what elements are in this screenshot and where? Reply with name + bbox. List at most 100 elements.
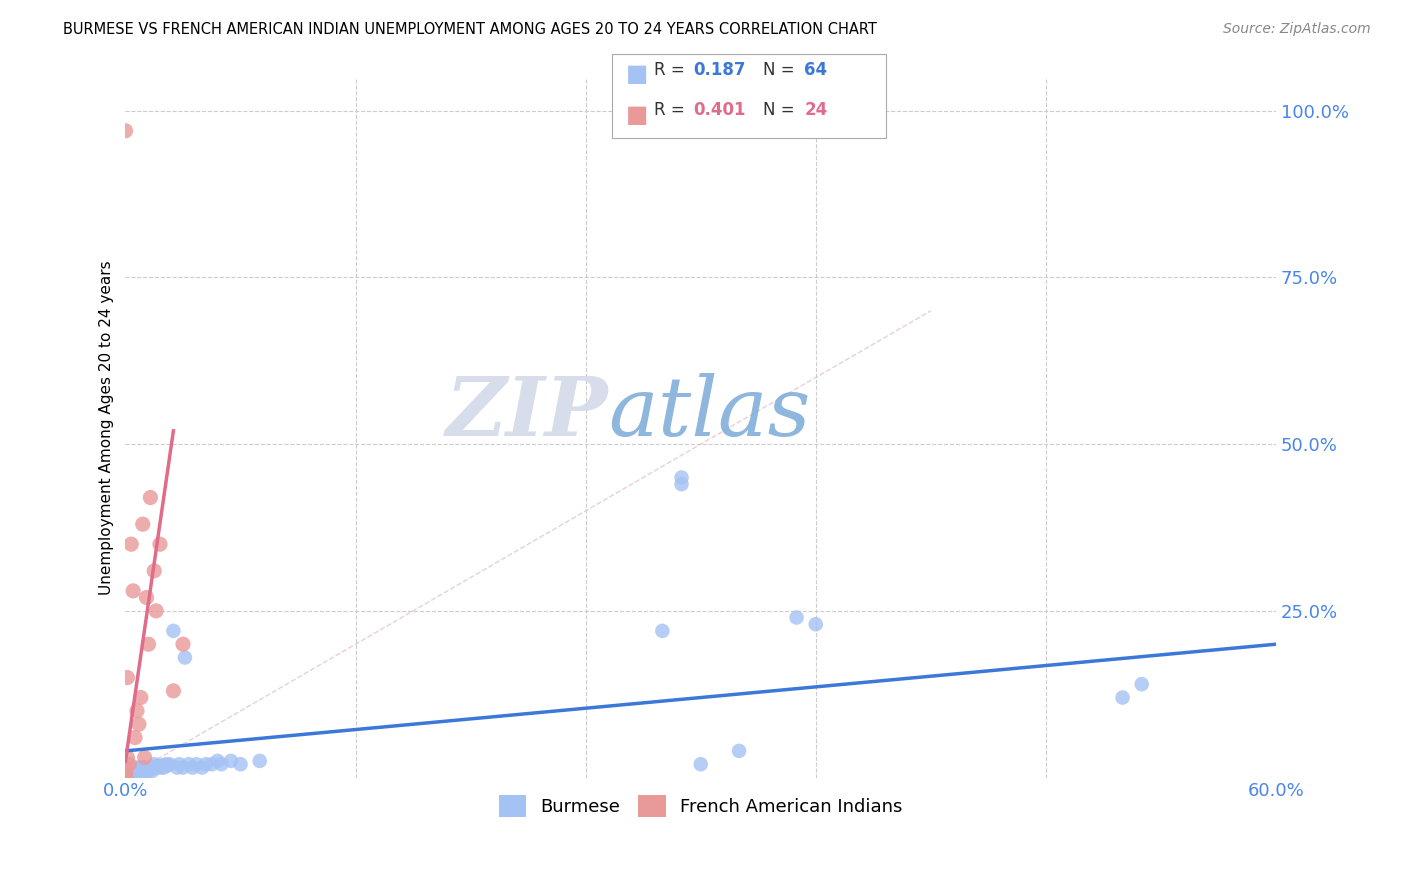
Point — [174, 650, 197, 665]
Point — [129, 763, 152, 777]
Point — [155, 757, 177, 772]
Text: ■: ■ — [626, 103, 648, 127]
Point — [134, 765, 156, 780]
Point — [149, 537, 172, 551]
Point — [132, 765, 155, 780]
Point — [249, 754, 271, 768]
Point — [135, 591, 157, 605]
Point — [186, 757, 208, 772]
Point — [671, 477, 693, 491]
Point — [143, 757, 166, 772]
Point — [114, 124, 136, 138]
Point — [117, 671, 139, 685]
Point — [128, 717, 150, 731]
Point — [117, 764, 139, 778]
Point — [122, 767, 145, 781]
Point — [122, 583, 145, 598]
Point — [138, 637, 160, 651]
Point — [135, 763, 157, 777]
Point — [159, 757, 181, 772]
Text: ■: ■ — [626, 62, 648, 87]
Point — [209, 757, 232, 772]
Text: 0.187: 0.187 — [693, 61, 745, 78]
Point — [651, 624, 673, 638]
Point — [114, 765, 136, 780]
Legend: Burmese, French American Indians: Burmese, French American Indians — [492, 788, 910, 824]
Point — [1111, 690, 1133, 705]
Point — [139, 491, 162, 505]
Point — [114, 767, 136, 781]
Text: R =: R = — [654, 101, 690, 119]
Text: 24: 24 — [804, 101, 828, 119]
Y-axis label: Unemployment Among Ages 20 to 24 years: Unemployment Among Ages 20 to 24 years — [100, 260, 114, 595]
Point — [128, 765, 150, 780]
Point — [143, 760, 166, 774]
Point — [207, 754, 229, 768]
Point — [219, 754, 242, 768]
Point — [124, 767, 146, 781]
Text: ZIP: ZIP — [446, 374, 609, 453]
Point — [156, 758, 179, 772]
Point — [149, 760, 172, 774]
Point — [132, 517, 155, 532]
Point — [191, 760, 214, 774]
Point — [128, 760, 150, 774]
Point — [177, 757, 200, 772]
Point — [146, 758, 169, 772]
Point — [125, 765, 148, 780]
Point — [167, 757, 190, 772]
Point — [138, 764, 160, 778]
Point — [122, 764, 145, 778]
Point — [134, 750, 156, 764]
Point — [120, 537, 142, 551]
Point — [804, 617, 827, 632]
Point — [145, 604, 167, 618]
Point — [141, 764, 163, 778]
Point — [118, 757, 141, 772]
Point — [129, 765, 152, 780]
Text: 0.401: 0.401 — [693, 101, 745, 119]
Point — [172, 760, 194, 774]
Point — [114, 767, 136, 781]
Point — [132, 760, 155, 774]
Text: Source: ZipAtlas.com: Source: ZipAtlas.com — [1223, 22, 1371, 37]
Point — [1130, 677, 1153, 691]
Point — [114, 771, 136, 785]
Text: N =: N = — [763, 61, 800, 78]
Point — [162, 684, 184, 698]
Point — [181, 760, 204, 774]
Point — [114, 764, 136, 778]
Point — [117, 767, 139, 781]
Point — [728, 744, 751, 758]
Point — [114, 760, 136, 774]
Point — [671, 470, 693, 484]
Point — [117, 750, 139, 764]
Point — [125, 704, 148, 718]
Point — [114, 760, 136, 774]
Point — [120, 764, 142, 778]
Text: R =: R = — [654, 61, 690, 78]
Point — [166, 760, 188, 774]
Point — [229, 757, 252, 772]
Point — [145, 760, 167, 774]
Point — [162, 624, 184, 638]
Point — [201, 757, 224, 772]
Point — [134, 760, 156, 774]
Point — [153, 760, 176, 774]
Point — [689, 757, 711, 772]
Point — [195, 757, 218, 772]
Point — [124, 731, 146, 745]
Point — [118, 763, 141, 777]
Point — [114, 764, 136, 778]
Point — [139, 760, 162, 774]
Point — [124, 764, 146, 778]
Text: BURMESE VS FRENCH AMERICAN INDIAN UNEMPLOYMENT AMONG AGES 20 TO 24 YEARS CORRELA: BURMESE VS FRENCH AMERICAN INDIAN UNEMPL… — [63, 22, 877, 37]
Point — [129, 690, 152, 705]
Point — [786, 610, 808, 624]
Text: N =: N = — [763, 101, 800, 119]
Point — [150, 758, 173, 772]
Text: atlas: atlas — [609, 374, 811, 453]
Point — [125, 763, 148, 777]
Point — [120, 767, 142, 781]
Text: 64: 64 — [804, 61, 827, 78]
